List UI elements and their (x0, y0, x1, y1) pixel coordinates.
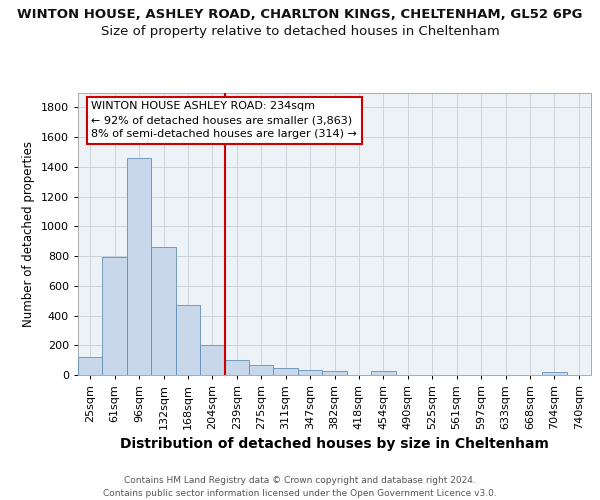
Bar (224, 360, 249, 375)
Bar (298, 370, 322, 375)
Bar (176, 305, 200, 375)
Text: Contains HM Land Registry data © Crown copyright and database right 2024.
Contai: Contains HM Land Registry data © Crown c… (103, 476, 497, 498)
Bar (274, 368, 298, 375)
Bar (127, 158, 151, 375)
Bar (542, 372, 566, 375)
Text: Size of property relative to detached houses in Cheltenham: Size of property relative to detached ho… (101, 25, 499, 38)
Bar (103, 257, 127, 375)
Bar (151, 247, 176, 375)
Text: WINTON HOUSE, ASHLEY ROAD, CHARLTON KINGS, CHELTENHAM, GL52 6PG: WINTON HOUSE, ASHLEY ROAD, CHARLTON KING… (17, 8, 583, 20)
Bar (200, 346, 224, 375)
X-axis label: Distribution of detached houses by size in Cheltenham: Distribution of detached houses by size … (120, 438, 549, 452)
Y-axis label: Number of detached properties: Number of detached properties (22, 141, 35, 327)
Bar (249, 366, 274, 375)
Text: WINTON HOUSE ASHLEY ROAD: 234sqm
← 92% of detached houses are smaller (3,863)
8%: WINTON HOUSE ASHLEY ROAD: 234sqm ← 92% o… (91, 102, 358, 140)
Bar (371, 372, 395, 375)
Bar (322, 370, 347, 375)
Bar (78, 357, 103, 375)
